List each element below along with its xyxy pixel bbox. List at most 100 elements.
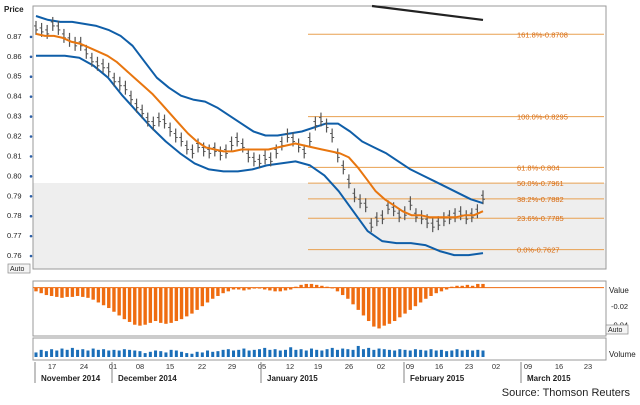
oscillator-bar <box>262 287 267 290</box>
oscillator-bar <box>34 287 38 292</box>
volume-bar <box>180 351 184 357</box>
volume-bar <box>424 350 428 357</box>
oscillator-bar <box>195 287 199 310</box>
volume-bar <box>232 350 236 357</box>
oscillator-bar <box>470 285 475 288</box>
x-day-tick-label: 16 <box>435 362 443 371</box>
volume-bar <box>91 348 95 357</box>
volume-bar <box>289 347 293 357</box>
oscillator-bar <box>127 287 132 322</box>
volume-bar <box>367 347 371 357</box>
oscillator-bar <box>283 287 288 291</box>
volume-bar <box>320 350 324 357</box>
oscillator-bar <box>96 287 101 303</box>
price-auto-box <box>7 263 31 274</box>
oscillator-panel-border <box>32 280 607 337</box>
price-tick-label: 0.76 <box>7 251 22 260</box>
oscillator-bar <box>314 284 319 288</box>
volume-bar <box>252 349 256 357</box>
oscillator-bar <box>366 287 371 322</box>
oscillator-bar <box>205 287 210 303</box>
price-tick-label: 0.77 <box>7 231 22 240</box>
x-day-tick-label: 02 <box>377 362 385 371</box>
x-day-tick-label: 09 <box>524 362 532 371</box>
volume-bar <box>60 348 64 357</box>
volume-bar <box>408 350 412 357</box>
oscillator-bar <box>320 285 324 288</box>
oscillator-bar <box>465 284 470 288</box>
volume-bar <box>403 349 407 357</box>
volume-axis-label: Volume <box>609 350 636 359</box>
x-day-tick-label: 01 <box>109 362 117 371</box>
volume-bar <box>44 351 48 357</box>
volume-bar <box>429 349 433 357</box>
volume-bar <box>419 349 423 357</box>
x-day-tick-label: 24 <box>80 362 88 371</box>
price-tick-marker <box>29 155 33 158</box>
volume-bar <box>439 349 443 357</box>
volume-bar <box>263 347 267 357</box>
oscillator-bar <box>174 287 179 322</box>
volume-bar <box>195 351 199 357</box>
price-tick-marker <box>29 95 33 98</box>
x-day-tick-label: 17 <box>48 362 56 371</box>
oscillator-auto-label: Auto <box>608 327 623 334</box>
chart-shade-band <box>33 183 606 269</box>
volume-bar <box>237 349 241 357</box>
x-day-tick-label: 16 <box>555 362 563 371</box>
price-tick-label: 0.78 <box>7 211 22 220</box>
oscillator-bar <box>460 285 464 288</box>
oscillator-bar <box>325 286 329 288</box>
x-day-tick-label: 12 <box>286 362 294 371</box>
volume-panel-border <box>32 337 607 361</box>
volume-bar <box>278 350 282 357</box>
volume-bar <box>351 349 355 357</box>
oscillator-bar <box>351 287 355 305</box>
source-credit: Source: Thomson Reuters <box>501 387 630 399</box>
price-tick-label: 0.85 <box>7 72 22 81</box>
oscillator-bar <box>112 287 116 312</box>
volume-bar <box>294 349 298 357</box>
price-tick-label: 0.80 <box>7 171 22 180</box>
oscillator-bar <box>278 287 282 292</box>
x-day-tick-label: 22 <box>198 362 206 371</box>
oscillator-bar <box>101 287 106 306</box>
oscillator-bar <box>304 283 308 288</box>
volume-bar <box>34 352 38 357</box>
volume-bar <box>86 350 90 357</box>
bollinger-upper-band <box>35 15 484 205</box>
price-tick-label: 0.79 <box>7 191 22 200</box>
oscillator-bar <box>65 287 69 297</box>
oscillator-tick-label: -0.02 <box>611 302 628 311</box>
oscillator-bar <box>335 287 340 292</box>
oscillator-bar <box>247 287 251 290</box>
oscillator-bar <box>190 287 194 314</box>
volume-bar <box>143 353 147 357</box>
oscillator-bar <box>424 287 428 299</box>
x-day-tick-label: 23 <box>465 362 473 371</box>
price-tick-label: 0.81 <box>7 151 22 160</box>
volume-bar <box>335 349 339 357</box>
oscillator-bar <box>221 287 225 294</box>
volume-bar <box>117 350 121 357</box>
volume-bar <box>216 351 220 357</box>
volume-bar <box>455 349 459 357</box>
volume-bar <box>159 351 163 357</box>
oscillator-bar <box>143 287 147 325</box>
x-day-tick-label: 15 <box>166 362 174 371</box>
oscillator-bar <box>153 287 158 322</box>
oscillator-bar <box>185 287 189 317</box>
volume-bar <box>128 349 132 357</box>
oscillator-bar <box>169 287 173 323</box>
oscillator-bar <box>39 287 43 294</box>
price-tick-label: 0.87 <box>7 32 22 41</box>
oscillator-bar <box>387 287 392 324</box>
oscillator-bar <box>117 287 121 316</box>
oscillator-bar <box>392 287 397 322</box>
oscillator-bar <box>455 285 459 288</box>
volume-bar <box>476 349 480 357</box>
volume-bar <box>471 350 475 357</box>
oscillator-bar <box>299 284 303 288</box>
price-tick-marker <box>29 75 33 79</box>
